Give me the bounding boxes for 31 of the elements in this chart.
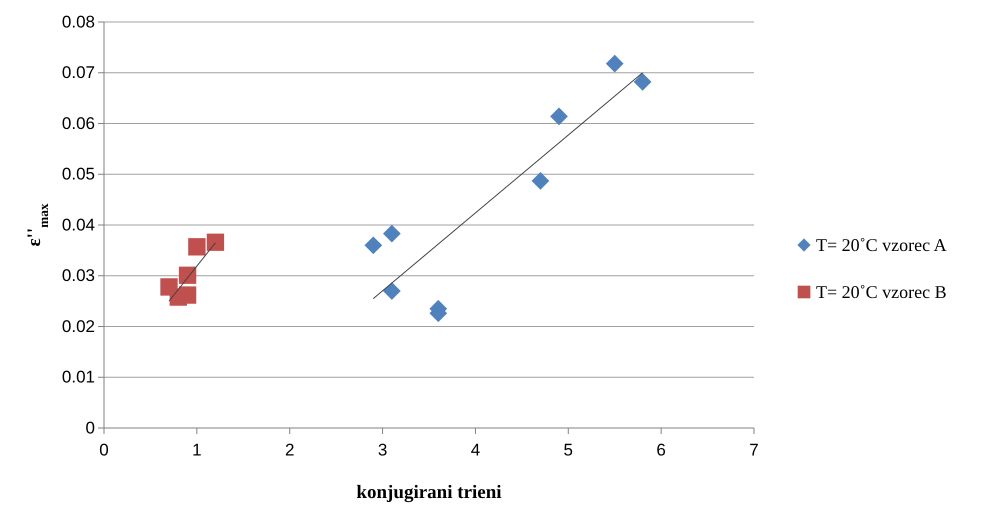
point: [606, 54, 624, 72]
x-tick-label: 1: [192, 440, 202, 460]
y-tick-label: 0.05: [62, 164, 95, 184]
point: [188, 238, 206, 256]
x-tick-label: 7: [749, 440, 759, 460]
point: [364, 236, 382, 254]
point: [532, 172, 550, 190]
y-tick-label: 0.07: [62, 63, 95, 82]
y-tick-label: 0.08: [62, 12, 95, 32]
y-tick-label: 0.02: [62, 316, 95, 336]
x-tick-label: 2: [284, 440, 294, 460]
point: [634, 73, 652, 91]
legend-label: T= 20˚C vzorec B: [816, 282, 947, 302]
y-tick-label: 0.04: [62, 215, 95, 234]
x-tick-label: 6: [656, 440, 666, 460]
x-tick-label: 5: [564, 440, 574, 460]
x-tick-label: 4: [470, 440, 480, 460]
point: [178, 286, 196, 304]
legend-label: T= 20˚C vzorec A: [816, 235, 947, 255]
x-axis-title: konjugirani trieni: [356, 482, 502, 503]
point: [178, 266, 196, 284]
y-tick-label: 0.01: [62, 368, 95, 387]
y-tick-label: 0.06: [62, 114, 95, 133]
x-tick-label: 3: [378, 440, 388, 460]
point: [550, 108, 568, 126]
x-tick-label: 0: [99, 440, 109, 460]
point: [206, 234, 224, 251]
y-tick-label: 0: [86, 418, 95, 438]
point: [383, 282, 401, 300]
point: [383, 224, 401, 242]
y-tick-label: 0.03: [62, 266, 95, 286]
